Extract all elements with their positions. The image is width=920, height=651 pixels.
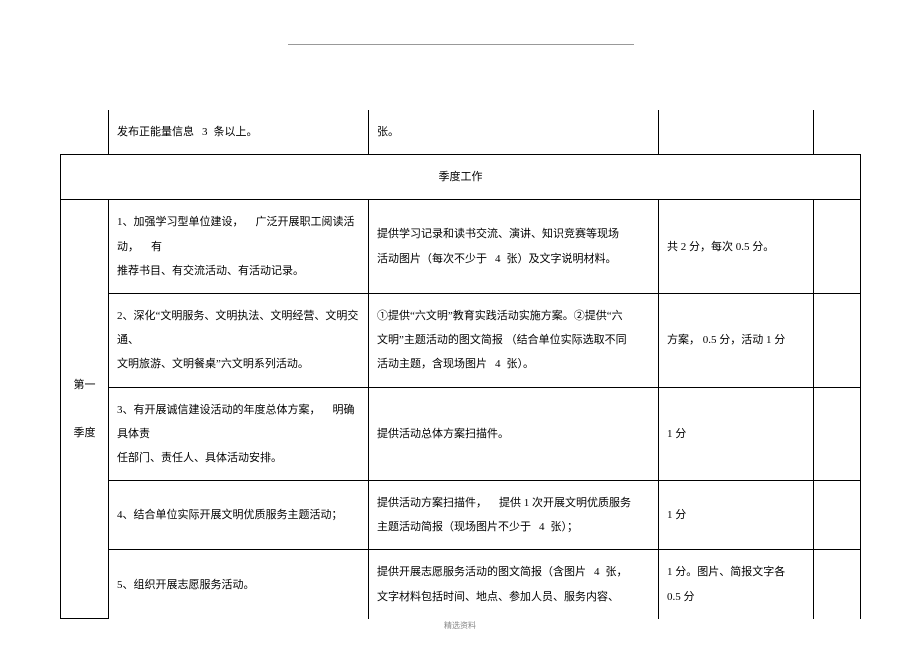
score-cell: 1 分 [659, 387, 814, 481]
extra-cell [814, 200, 861, 294]
table-row: 3、有开展诚信建设活动的年度总体方案，明确具体责 任部门、责任人、具体活动安排。… [61, 387, 861, 481]
extra-cell [814, 387, 861, 481]
task-cell: 5、组织开展志愿服务活动。 [109, 550, 369, 619]
score-cell: 方案， 0.5 分，活动 1 分 [659, 293, 814, 387]
req-cell: 提供学习记录和读书交流、演讲、知识竞赛等现场 活动图片（每次不少于4张）及文字说… [369, 200, 659, 294]
header-rule [288, 44, 634, 45]
score-cell: 1 分。图片、简报文字各 0.5 分 [659, 550, 814, 619]
task-cell: 1、加强学习型单位建设，广泛开展职工阅读活动，有 推荐书目、有交流活动、有活动记… [109, 200, 369, 294]
section-header-row: 季度工作 [61, 155, 861, 200]
extra-cell [814, 550, 861, 619]
prev-page-row: 发布正能量信息 3 条以上。 张。 [61, 110, 861, 155]
task-cell: 2、深化“文明服务、文明执法、文明经营、文明交通、 文明旅游、文明餐桌”六文明系… [109, 293, 369, 387]
quarter-label: 第一季度 [61, 200, 109, 619]
req-cell: 提供活动总体方案扫描件。 [369, 387, 659, 481]
quarter-work-table: 发布正能量信息 3 条以上。 张。 季度工作 第一季度 1、加强学习型单位建设，广泛… [60, 110, 861, 619]
table-row: 2、深化“文明服务、文明执法、文明经营、文明交通、 文明旅游、文明餐桌”六文明系… [61, 293, 861, 387]
score-cell: 共 2 分，每次 0.5 分。 [659, 200, 814, 294]
req-cell: 提供开展志愿服务活动的图文简报（含图片4张， 文字材料包括时间、地点、参加人员、… [369, 550, 659, 619]
task-text: 发布正能量信息 [117, 126, 194, 138]
table-row: 4、结合单位实际开展文明优质服务主题活动； 提供活动方案扫描件，提供 1 次开展… [61, 481, 861, 550]
req-cell: ①提供“六文明”教育实践活动实施方案。②提供“六 文明”主题活动的图文简报 （结… [369, 293, 659, 387]
score-cell: 1 分 [659, 481, 814, 550]
extra-cell [814, 293, 861, 387]
task-cell: 3、有开展诚信建设活动的年度总体方案，明确具体责 任部门、责任人、具体活动安排。 [109, 387, 369, 481]
req-text: 张。 [369, 110, 659, 155]
req-cell: 提供活动方案扫描件，提供 1 次开展文明优质服务 主题活动简报（现场图片不少于4… [369, 481, 659, 550]
table-row: 第一季度 1、加强学习型单位建设，广泛开展职工阅读活动，有 推荐书目、有交流活动… [61, 200, 861, 294]
section-header-text: 季度工作 [61, 155, 861, 200]
extra-cell [814, 481, 861, 550]
task-text-suffix: 条以上。 [214, 126, 258, 138]
table-row: 5、组织开展志愿服务活动。 提供开展志愿服务活动的图文简报（含图片4张， 文字材… [61, 550, 861, 619]
footer-label: 精选资料 [0, 620, 920, 631]
task-number: 3 [202, 126, 210, 138]
task-cell: 4、结合单位实际开展文明优质服务主题活动； [109, 481, 369, 550]
